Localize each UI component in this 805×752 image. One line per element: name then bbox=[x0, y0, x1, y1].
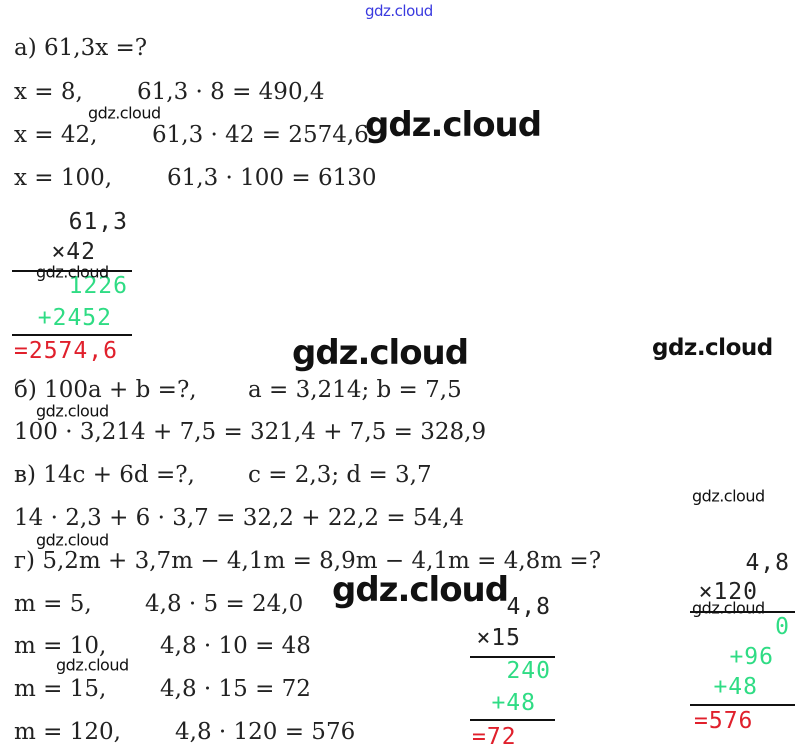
column-row: ×120 bbox=[698, 579, 758, 605]
equation-left: m = 120, bbox=[14, 719, 121, 745]
column-divider bbox=[12, 270, 132, 272]
equation-left: 14 · 2,3 + 6 · 3,7 = 32,2 + 22,2 = 54,4 bbox=[14, 505, 465, 531]
equation-left: m = 15, bbox=[14, 676, 107, 702]
column-row: 61,3 bbox=[68, 209, 128, 235]
equation-left: г) 5,2m + 3,7m − 4,1m = 8,9m − 4,1m = 4,… bbox=[14, 548, 602, 574]
column-row: ×15 bbox=[476, 625, 521, 651]
equation-right: a = 3,214; b = 7,5 bbox=[248, 377, 462, 403]
column-row: +48 bbox=[491, 690, 536, 716]
equation-left: в) 14c + 6d =?, bbox=[14, 462, 195, 488]
equation-left: x = 42, bbox=[14, 122, 98, 148]
watermark-logo: gdz.cloud bbox=[652, 335, 773, 361]
equation-line: x = 8, 61,3 · 8 = 490,4 bbox=[14, 77, 325, 107]
column-row: =576 bbox=[694, 708, 754, 734]
column-divider bbox=[470, 656, 555, 658]
equation-right: 4,8 · 5 = 24,0 bbox=[145, 591, 304, 617]
equation-line: 100 · 3,214 + 7,5 = 321,4 + 7,5 = 328,9 bbox=[14, 417, 486, 447]
column-row: 1226 bbox=[68, 273, 128, 299]
equation-left: m = 10, bbox=[14, 633, 107, 659]
equation-line: а) 61,3x =? bbox=[14, 33, 147, 63]
equation-line: x = 42, 61,3 · 42 = 2574,6 bbox=[14, 120, 369, 150]
column-row: 4,8 bbox=[745, 550, 790, 576]
watermark-logo: gdz.cloud bbox=[36, 262, 109, 282]
column-divider bbox=[690, 611, 795, 613]
equation-left: m = 5, bbox=[14, 591, 92, 617]
equation-line: в) 14c + 6d =?, c = 2,3; d = 3,7 bbox=[14, 460, 432, 490]
column-divider bbox=[12, 334, 132, 336]
equation-right: 61,3 · 8 = 490,4 bbox=[137, 79, 325, 105]
watermark-logo: gdz.cloud bbox=[292, 333, 469, 373]
equation-right: 4,8 · 10 = 48 bbox=[160, 633, 311, 659]
watermark-logo: gdz.cloud bbox=[56, 655, 129, 675]
equation-line: m = 5, 4,8 · 5 = 24,0 bbox=[14, 589, 303, 619]
equation-left: 100 · 3,214 + 7,5 = 321,4 + 7,5 = 328,9 bbox=[14, 419, 487, 445]
column-row: ×42 bbox=[51, 239, 96, 265]
equation-line: x = 100, 61,3 · 100 = 6130 bbox=[14, 163, 376, 193]
equation-left: x = 100, bbox=[14, 165, 113, 191]
equation-left: x = 8, bbox=[14, 79, 83, 105]
equation-right: c = 2,3; d = 3,7 bbox=[248, 462, 432, 488]
watermark-logo: gdz.cloud bbox=[692, 598, 765, 618]
watermark-logo: gdz.cloud bbox=[36, 401, 109, 421]
equation-line: m = 10, 4,8 · 10 = 48 bbox=[14, 631, 311, 661]
equation-line: б) 100a + b =?, a = 3,214; b = 7,5 bbox=[14, 375, 462, 405]
equation-right: 61,3 · 42 = 2574,6 bbox=[152, 122, 369, 148]
equation-line: г) 5,2m + 3,7m − 4,1m = 8,9m − 4,1m = 4,… bbox=[14, 546, 601, 576]
watermark-logo: gdz.cloud bbox=[332, 570, 509, 610]
watermark-logo: gdz.cloud bbox=[365, 2, 433, 20]
equation-right: 61,3 · 100 = 6130 bbox=[167, 165, 377, 191]
watermark-logo: gdz.cloud bbox=[88, 103, 161, 123]
equation-line: m = 15, 4,8 · 15 = 72 bbox=[14, 674, 311, 704]
equation-left: а) 61,3x =? bbox=[14, 35, 148, 61]
column-row: 0 bbox=[775, 614, 790, 640]
column-row: +48 bbox=[713, 674, 758, 700]
column-row: 4,8 bbox=[506, 594, 551, 620]
column-row: =2574,6 bbox=[14, 338, 118, 364]
column-row: =72 bbox=[472, 724, 517, 750]
watermark-logo: gdz.cloud bbox=[36, 530, 109, 550]
equation-line: m = 120, 4,8 · 120 = 576 bbox=[14, 717, 355, 747]
equation-right: 4,8 · 15 = 72 bbox=[160, 676, 311, 702]
column-row: +2452 bbox=[37, 305, 112, 331]
watermark-logo: gdz.cloud bbox=[692, 486, 765, 506]
equation-left: б) 100a + b =?, bbox=[14, 377, 197, 403]
column-divider bbox=[470, 719, 555, 721]
equation-line: 14 · 2,3 + 6 · 3,7 = 32,2 + 22,2 = 54,4 bbox=[14, 503, 464, 533]
column-row: 240 bbox=[506, 658, 551, 684]
column-divider bbox=[690, 704, 795, 706]
column-row: +96 bbox=[729, 644, 774, 670]
watermark-logo: gdz.cloud bbox=[365, 105, 542, 145]
equation-right: 4,8 · 120 = 576 bbox=[175, 719, 356, 745]
